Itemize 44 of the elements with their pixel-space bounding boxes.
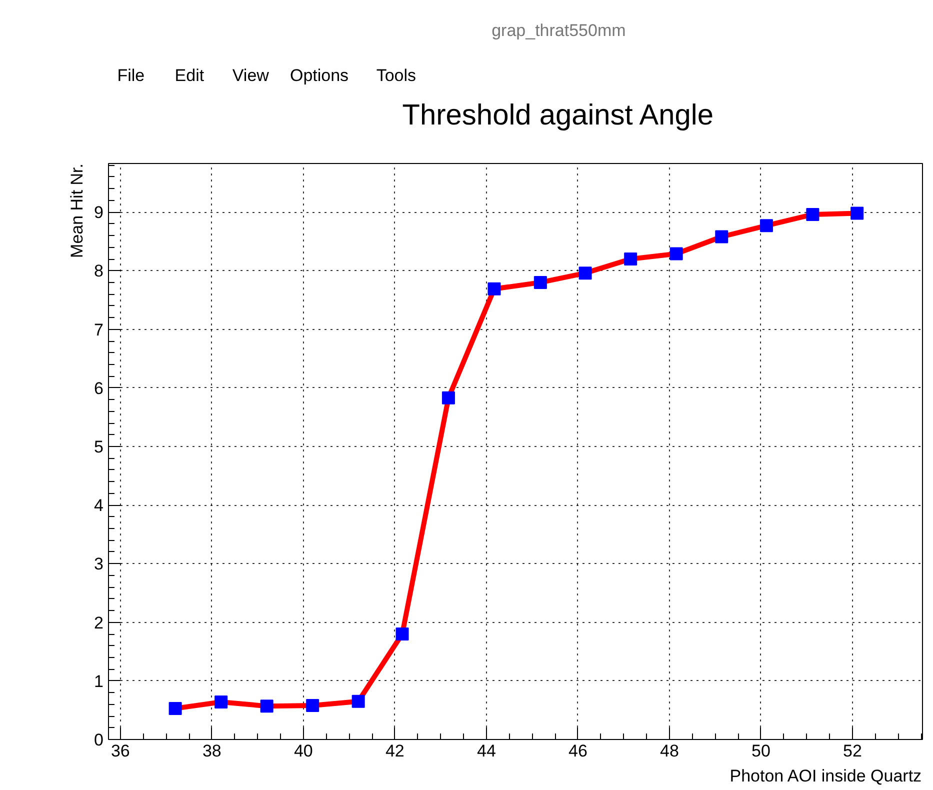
y-tick-label: 7: [94, 320, 104, 340]
y-tick-label: 4: [94, 496, 104, 516]
x-tick-label: 38: [202, 742, 222, 760]
text: Tools: [376, 66, 416, 85]
point: [352, 694, 365, 708]
point: [442, 391, 455, 404]
point: [396, 628, 409, 641]
text: View: [232, 66, 270, 85]
point: [715, 230, 728, 244]
chart-title: Threshold against Angle: [402, 100, 714, 132]
point: [260, 700, 274, 713]
text: Options: [290, 66, 349, 85]
text: Edit: [174, 66, 204, 85]
x-tick-label: 46: [568, 742, 588, 760]
x-tick-label: 42: [385, 742, 404, 760]
point: [850, 206, 864, 220]
y-tick-label: 1: [94, 672, 104, 691]
point: [578, 266, 592, 280]
point: [760, 219, 773, 232]
x-tick-label: 44: [476, 742, 496, 760]
y-tick-label: 6: [94, 378, 104, 398]
text: File: [117, 66, 145, 85]
y-tick-label: 2: [94, 613, 104, 632]
x-tick-label: 48: [660, 742, 679, 760]
y-tick-label: 3: [94, 554, 104, 574]
point: [670, 247, 683, 260]
point: [806, 208, 820, 221]
point: [624, 252, 638, 266]
y-tick-label: 8: [94, 262, 104, 281]
point: [214, 696, 228, 708]
x-tick-label: 52: [843, 742, 862, 760]
text: grap_thrat550mm: [492, 21, 626, 40]
x-axis-title: Photon AOI inside Quartz: [730, 766, 922, 786]
point: [306, 699, 320, 712]
y-tick-label: 9: [94, 203, 104, 222]
x-tick-label: 50: [752, 742, 770, 760]
x-tick-label: 36: [110, 742, 130, 760]
point: [488, 282, 501, 296]
y-tick-label: 5: [94, 438, 104, 457]
y-axis-title: Mean Hit Nr.: [68, 163, 86, 258]
point: [168, 702, 182, 715]
point: [534, 276, 547, 289]
x-tick-label: 40: [294, 742, 313, 760]
y-tick-label: 0: [94, 730, 104, 750]
